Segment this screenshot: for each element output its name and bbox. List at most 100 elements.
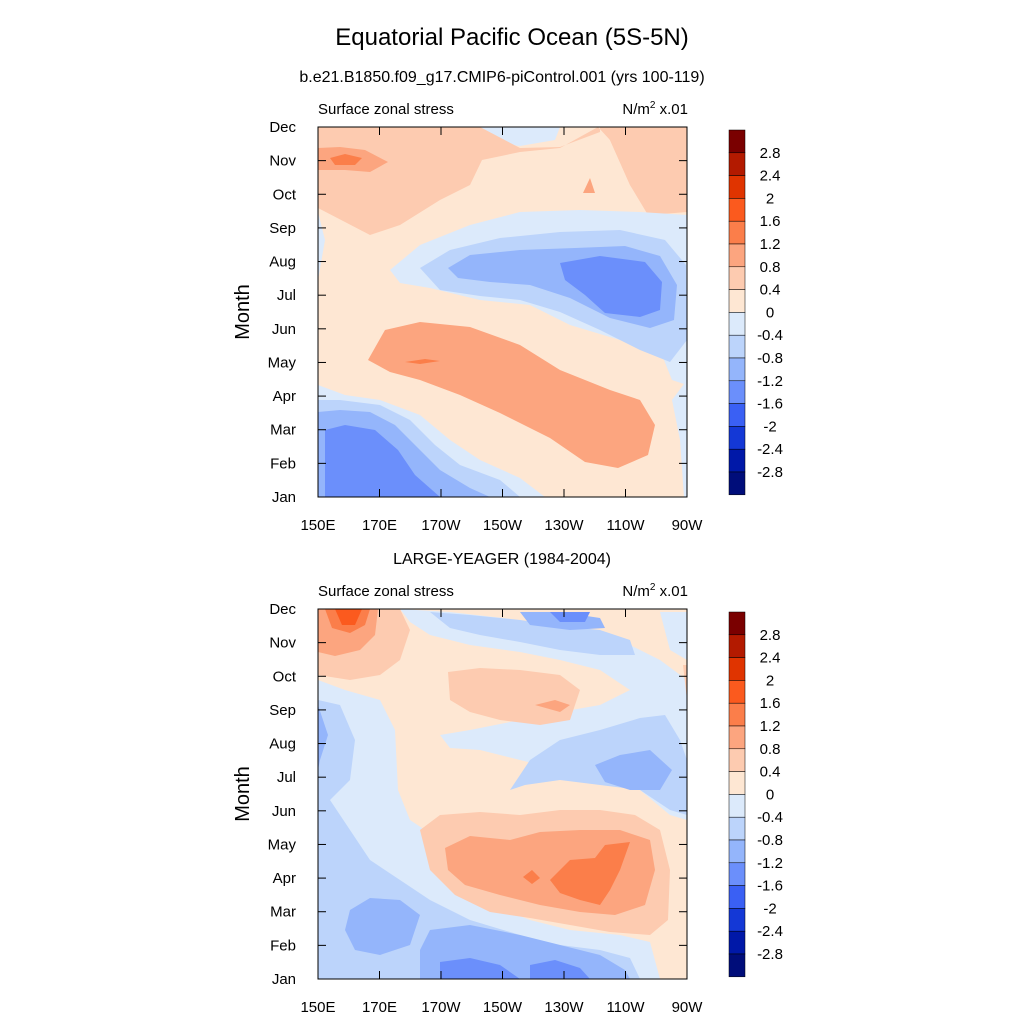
units-label: N/m2 x.01 <box>622 582 688 600</box>
contour-positive-region <box>448 668 580 725</box>
colorbar-swatch <box>728 862 746 886</box>
colorbar-label: 0.8 <box>760 741 781 758</box>
y-axis-label: Month <box>232 284 254 340</box>
contour-positive-region <box>318 127 687 235</box>
colorbar-label: 0 <box>766 786 774 803</box>
contour-positive-region <box>683 665 687 700</box>
colorbar-label: -1.2 <box>757 855 783 872</box>
y-tick-label: Oct <box>273 186 297 203</box>
x-axis: 150E 170E 170W 150W 130W 110W 90W <box>300 127 703 534</box>
variable-label: Surface zonal stress <box>318 583 454 600</box>
colorbar-swatch <box>728 816 746 841</box>
colorbar-swatch <box>728 885 746 909</box>
colorbar-label: -1.2 <box>757 373 783 390</box>
colorbar-swatch <box>728 289 746 313</box>
contour-negative-region <box>530 960 590 979</box>
colorbar-swatch <box>728 908 746 932</box>
colorbar-swatch <box>728 448 746 473</box>
colorbar-swatch <box>728 175 746 199</box>
contour-negative-region <box>318 705 328 770</box>
colorbar-label: 2.8 <box>760 627 781 644</box>
colorbar-swatch <box>728 266 746 290</box>
colorbar-swatch <box>728 725 746 750</box>
colorbar-label: -2.4 <box>757 923 783 940</box>
contour-negative-region <box>672 380 687 497</box>
colorbar-label: -0.8 <box>757 832 783 849</box>
contour-negative-region <box>550 612 590 622</box>
colorbar-swatch <box>728 426 746 450</box>
colorbar-label: -2.8 <box>757 946 783 963</box>
x-tick-label: 150E <box>300 517 335 534</box>
panel-bottom: LARGE-YEAGER (1984-2004) Surface zonal s… <box>232 551 703 1016</box>
colorbar-swatch <box>728 702 746 727</box>
colorbar-swatch <box>728 634 746 658</box>
colorbar-label: 2.4 <box>760 650 781 667</box>
contour-negative-region <box>345 898 420 955</box>
x-tick-label: 110W <box>606 517 645 534</box>
colorbar-label: 0 <box>766 304 774 321</box>
colorbar-swatch <box>728 839 746 864</box>
x-tick-label: 90W <box>672 517 704 534</box>
y-tick-label: Dec <box>269 119 296 136</box>
contour-negative-region <box>595 750 672 790</box>
colorbar-swatch <box>728 380 746 404</box>
y-tick-label: Mar <box>270 904 296 921</box>
colorbar-bottom: 2.8 2.4 2 1.6 1.2 0.8 0.4 0 -0.4 -0.8 -1.2 -1.6 -2 -2… <box>728 611 783 978</box>
units-base: N/m <box>622 101 650 118</box>
colorbar-swatch <box>728 657 746 681</box>
y-tick-label: May <box>268 354 297 371</box>
contour-field <box>318 127 687 497</box>
contour-negative-region <box>660 612 687 660</box>
y-tick-label: May <box>268 836 297 853</box>
contour-positive-region <box>523 870 540 884</box>
units-superscript: 2 <box>650 100 656 111</box>
y-tick-label: Jul <box>277 287 296 304</box>
units-scale: x.01 <box>660 101 688 118</box>
colorbar-swatch <box>728 953 746 978</box>
y-tick-label: Oct <box>273 668 297 685</box>
contour-positive-region <box>600 127 687 215</box>
y-tick-label: Jun <box>272 321 296 338</box>
y-tick-label: Sep <box>269 220 296 237</box>
contour-negative-region <box>430 612 635 655</box>
y-tick-label: Apr <box>273 388 296 405</box>
colorbar-label: 0.8 <box>760 259 781 276</box>
colorbar-swatch <box>728 794 746 818</box>
units-scale: x.01 <box>660 583 688 600</box>
colorbar-swatch <box>728 403 746 427</box>
colorbar-label: -1.6 <box>757 396 783 413</box>
y-tick-label: Feb <box>270 455 296 472</box>
contour-positive-region <box>535 700 570 712</box>
colorbar-label: 1.2 <box>760 236 781 253</box>
x-tick-label: 150W <box>483 517 523 534</box>
y-tick-label: Dec <box>269 601 296 618</box>
colorbar-swatch <box>728 152 746 176</box>
units-superscript: 2 <box>650 582 656 593</box>
y-tick-label: Feb <box>270 937 296 954</box>
colorbar-swatch <box>728 220 746 245</box>
contour-positive-region <box>330 154 362 165</box>
x-tick-label: 130W <box>544 517 584 534</box>
contour-positive-region <box>550 842 630 905</box>
colorbar-swatch <box>728 312 746 336</box>
y-tick-label: Jun <box>272 803 296 820</box>
contour-positive-region <box>405 359 440 364</box>
colorbar-label: 2 <box>766 672 774 689</box>
colorbar-label: -2 <box>763 418 776 435</box>
x-tick-label: 90W <box>672 999 704 1016</box>
colorbar-swatch <box>728 129 746 154</box>
colorbar-swatch <box>728 334 746 359</box>
colorbar-swatch <box>728 357 746 382</box>
colorbar-swatch <box>728 748 746 772</box>
colorbar-top: 2.8 2.4 2 1.6 1.2 0.8 0.4 0 -0.4 -0.8 -1.2 -1.6 -2 -2… <box>728 129 783 496</box>
colorbar-label: -2.8 <box>757 464 783 481</box>
figure-title: Equatorial Pacific Ocean (5S-5N) <box>335 24 688 51</box>
units-label: N/m2 x.01 <box>622 100 688 118</box>
y-axis: Jan Feb Mar Apr May Jun Jul Aug Sep Oct Nov Dec <box>268 119 687 506</box>
y-axis-label: Month <box>232 766 254 822</box>
y-tick-label: Apr <box>273 870 296 887</box>
contour-negative-region <box>440 958 520 979</box>
x-tick-label: 170W <box>421 517 461 534</box>
contour-negative-region <box>560 256 662 317</box>
